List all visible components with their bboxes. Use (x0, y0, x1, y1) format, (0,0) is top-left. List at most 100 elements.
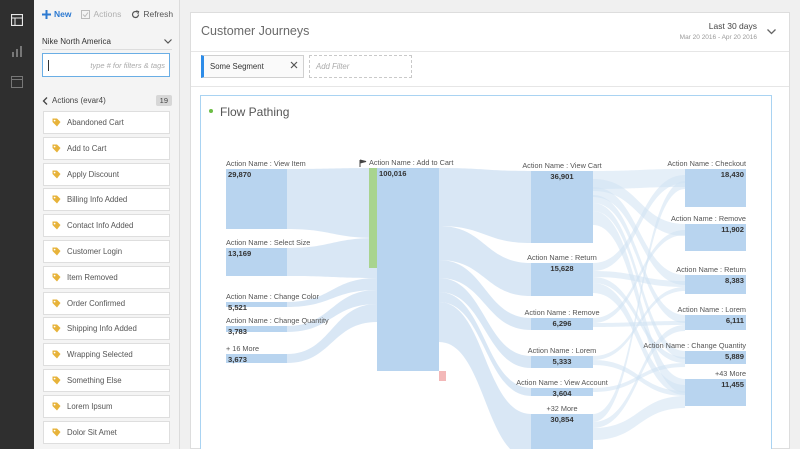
dimension-item[interactable]: Contact Info Added (43, 214, 170, 238)
flow-link[interactable] (439, 260, 531, 330)
flow-link[interactable] (287, 278, 377, 307)
flow-node[interactable]: Action Name : Lorem 5,333 (528, 346, 597, 368)
flow-node-bar[interactable] (226, 248, 287, 276)
flow-link[interactable] (287, 168, 377, 238)
flow-node-bar[interactable] (685, 315, 746, 330)
search-input[interactable] (49, 60, 165, 70)
flow-link[interactable] (287, 238, 377, 278)
flow-link[interactable] (287, 304, 377, 363)
flow-node-bar[interactable] (531, 414, 593, 449)
dimension-item[interactable]: Something Else (43, 368, 170, 392)
flow-node[interactable]: Action Name : Return 15,628 (527, 253, 597, 296)
flow-node-bar[interactable] (685, 169, 746, 207)
flow-link[interactable] (593, 283, 685, 395)
flow-node-value: 6,111 (726, 316, 745, 325)
date-range-picker[interactable]: Last 30 days Mar 20 2016 - Apr 20 2016 (680, 21, 757, 41)
new-button[interactable]: New (42, 9, 71, 19)
flow-link[interactable] (287, 290, 377, 332)
flow-link[interactable] (593, 195, 685, 323)
flow-link[interactable] (439, 278, 531, 368)
flow-node[interactable]: +43 More 11,455 (685, 369, 746, 406)
flow-node-bar[interactable] (226, 326, 287, 332)
flow-node-bar[interactable] (685, 224, 746, 251)
flow-link[interactable] (439, 168, 531, 243)
flow-node[interactable]: Action Name : View Cart 36,901 (522, 161, 602, 243)
dimension-item[interactable]: Shipping Info Added (43, 317, 170, 341)
dimension-item[interactable]: Wrapping Selected (43, 343, 170, 367)
flow-link[interactable] (593, 181, 685, 422)
flow-node[interactable]: Action Name : Select Size 13,169 (226, 238, 310, 276)
flow-node-bar[interactable] (531, 318, 593, 330)
close-icon[interactable] (290, 61, 298, 71)
flow-node-value: 5,333 (552, 357, 571, 366)
flow-node-label: Action Name : View Cart (522, 161, 601, 170)
tag-icon (52, 170, 61, 179)
add-filter-dropzone[interactable]: Add Filter (309, 55, 412, 78)
dimension-item[interactable]: Item Removed (43, 265, 170, 289)
flow-node-bar[interactable] (226, 302, 287, 307)
chevron-left-icon[interactable] (42, 96, 48, 105)
flow-link[interactable] (439, 226, 531, 296)
flow-node-bar[interactable] (685, 379, 746, 406)
dimension-item[interactable]: Billing Info Added (43, 188, 170, 212)
flow-node-bar[interactable] (685, 275, 746, 294)
dimension-section-header[interactable]: Actions (evar4) 19 (42, 94, 172, 107)
flow-node-bar[interactable] (226, 354, 287, 363)
flow-node[interactable]: Action Name : Return 8,383 (676, 265, 746, 294)
dimension-item[interactable]: Abandoned Cart (43, 111, 170, 134)
flow-node-bar[interactable] (377, 168, 439, 371)
flow-link[interactable] (593, 287, 685, 360)
flow-node-bar[interactable] (531, 356, 593, 368)
flow-node[interactable]: Action Name : Remove 11,902 (671, 214, 746, 251)
project-title[interactable]: Customer Journeys (201, 24, 310, 38)
flow-link[interactable] (593, 187, 685, 285)
flow-node[interactable]: Action Name : Add to Cart 100,016 (369, 158, 453, 371)
components-icon[interactable] (11, 76, 23, 88)
flow-node[interactable]: Action Name : Change Quantity 3,783 (226, 316, 329, 336)
flow-link[interactable] (593, 175, 685, 271)
flow-node[interactable]: Action Name : View Account 3,604 (516, 378, 608, 398)
flow-node-bar[interactable] (531, 263, 593, 296)
segment-pill[interactable]: Some Segment (201, 55, 304, 78)
component-search[interactable] (42, 53, 170, 77)
segment-label: Some Segment (210, 62, 264, 71)
dimension-item-label: Order Confirmed (67, 298, 126, 308)
refresh-button[interactable]: Refresh (131, 9, 173, 19)
flow-link[interactable] (593, 396, 685, 440)
flow-node-value: 13,169 (228, 249, 251, 258)
dimension-item[interactable]: Customer Login (43, 239, 170, 263)
flow-link[interactable] (593, 230, 685, 323)
flow-link[interactable] (593, 325, 685, 428)
flow-node[interactable]: Action Name : Remove 6,296 (524, 308, 600, 330)
dimension-item[interactable]: Lorem Ipsum (43, 394, 170, 418)
dimension-item[interactable]: Add to Cart (43, 136, 170, 160)
flow-link[interactable] (593, 179, 685, 236)
report-suite-selector[interactable]: Nike North America (42, 34, 172, 48)
dimension-item[interactable]: Apply Discount (43, 162, 170, 186)
flow-node[interactable]: + 16 More 3,673 (226, 344, 287, 364)
panel-title[interactable]: Flow Pathing (220, 105, 290, 119)
panels-icon[interactable] (10, 13, 24, 27)
flow-node[interactable]: +32 More 30,854 (531, 404, 593, 449)
flow-node[interactable]: Action Name : Checkout 18,430 (667, 159, 746, 207)
flow-link[interactable] (439, 292, 531, 396)
flow-link[interactable] (593, 277, 685, 363)
flow-node[interactable]: Action Name : Change Quantity 5,889 (643, 341, 746, 364)
actions-button[interactable]: Actions (81, 9, 121, 19)
flow-node-bar[interactable] (685, 351, 746, 364)
flow-node-bar[interactable] (226, 169, 287, 229)
dimension-item-label: Apply Discount (67, 169, 120, 179)
workspace: Customer Journeys Last 30 days Mar 20 20… (190, 12, 790, 449)
flow-node[interactable]: Action Name : View Item 29,870 (226, 159, 306, 229)
visualizations-icon[interactable] (11, 45, 23, 57)
dimension-item[interactable]: Dolor Sit Amet (43, 420, 170, 444)
flow-node[interactable]: Action Name : Lorem 6,111 (677, 305, 746, 330)
dimension-item[interactable]: Order Confirmed (43, 291, 170, 315)
flow-node-bar[interactable] (531, 388, 593, 396)
chevron-down-icon[interactable] (767, 27, 776, 37)
flow-node[interactable]: Action Name : Change Color 5,521 (226, 292, 319, 312)
tag-icon (52, 428, 61, 437)
flow-link[interactable] (439, 302, 531, 449)
flow-node-bar[interactable] (531, 171, 593, 243)
